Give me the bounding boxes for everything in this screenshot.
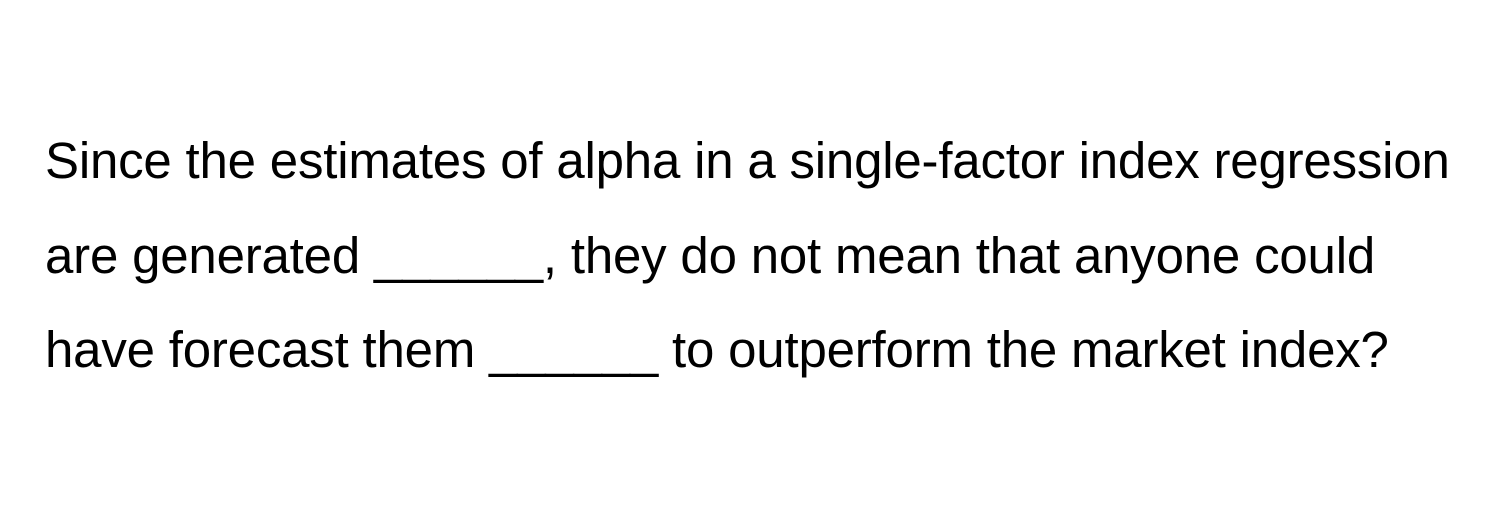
question-text: Since the estimates of alpha in a single…	[45, 114, 1455, 397]
